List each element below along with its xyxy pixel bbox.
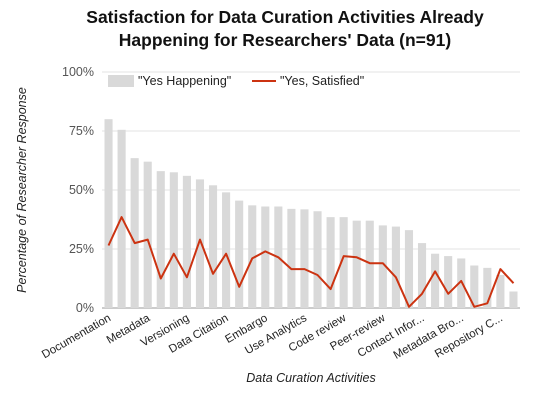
bar — [352, 220, 361, 308]
bar — [195, 179, 205, 308]
bar — [417, 243, 427, 308]
bar — [339, 217, 348, 308]
legend-label-yes-satisfied: "Yes, Satisfied" — [280, 74, 364, 88]
y-tick-label: 50% — [69, 183, 94, 197]
bar — [326, 217, 335, 308]
bar — [509, 291, 518, 308]
legend-swatch-yes-happening — [108, 75, 134, 87]
bar — [156, 171, 165, 308]
bar — [365, 220, 374, 308]
bar — [169, 172, 178, 308]
chart-title-line-1: Satisfaction for Data Curation Activitie… — [86, 7, 484, 27]
bar — [287, 208, 296, 308]
series-line-yes-satisfied — [107, 216, 515, 308]
bar — [313, 211, 322, 308]
bar — [496, 274, 505, 308]
bar — [143, 161, 152, 308]
x-tick-label: Repository C... — [433, 312, 505, 360]
y-tick-label: 25% — [69, 242, 94, 256]
bar — [391, 226, 400, 308]
legend-label-yes-happening: "Yes Happening" — [138, 74, 231, 88]
y-tick-label: 75% — [69, 124, 94, 138]
bar — [483, 267, 492, 308]
bar — [444, 256, 453, 308]
bar — [300, 209, 309, 308]
y-tick-label: 100% — [62, 65, 94, 79]
bar — [182, 175, 191, 308]
y-tick-label: 0% — [76, 301, 94, 315]
bar — [235, 200, 244, 308]
chart-title-line-2: Happening for Researchers' Data (n=91) — [118, 30, 452, 50]
bar — [130, 158, 139, 308]
bar — [457, 258, 466, 308]
x-axis-label: Data Curation Activities — [246, 371, 375, 385]
x-tick-label: Contact Infor... — [356, 312, 427, 360]
chart-title: Satisfaction for Data Curation Activitie… — [70, 6, 500, 52]
bar — [404, 230, 414, 308]
bar — [248, 205, 257, 308]
bar — [222, 192, 231, 308]
bar — [261, 206, 270, 308]
y-axis-label: Percentage of Researcher Response — [15, 87, 29, 293]
bar — [208, 185, 218, 308]
bar — [431, 253, 440, 308]
bar — [378, 225, 387, 308]
x-tick-label: Documentation — [40, 312, 113, 361]
bar — [104, 119, 113, 308]
bar — [470, 265, 479, 308]
